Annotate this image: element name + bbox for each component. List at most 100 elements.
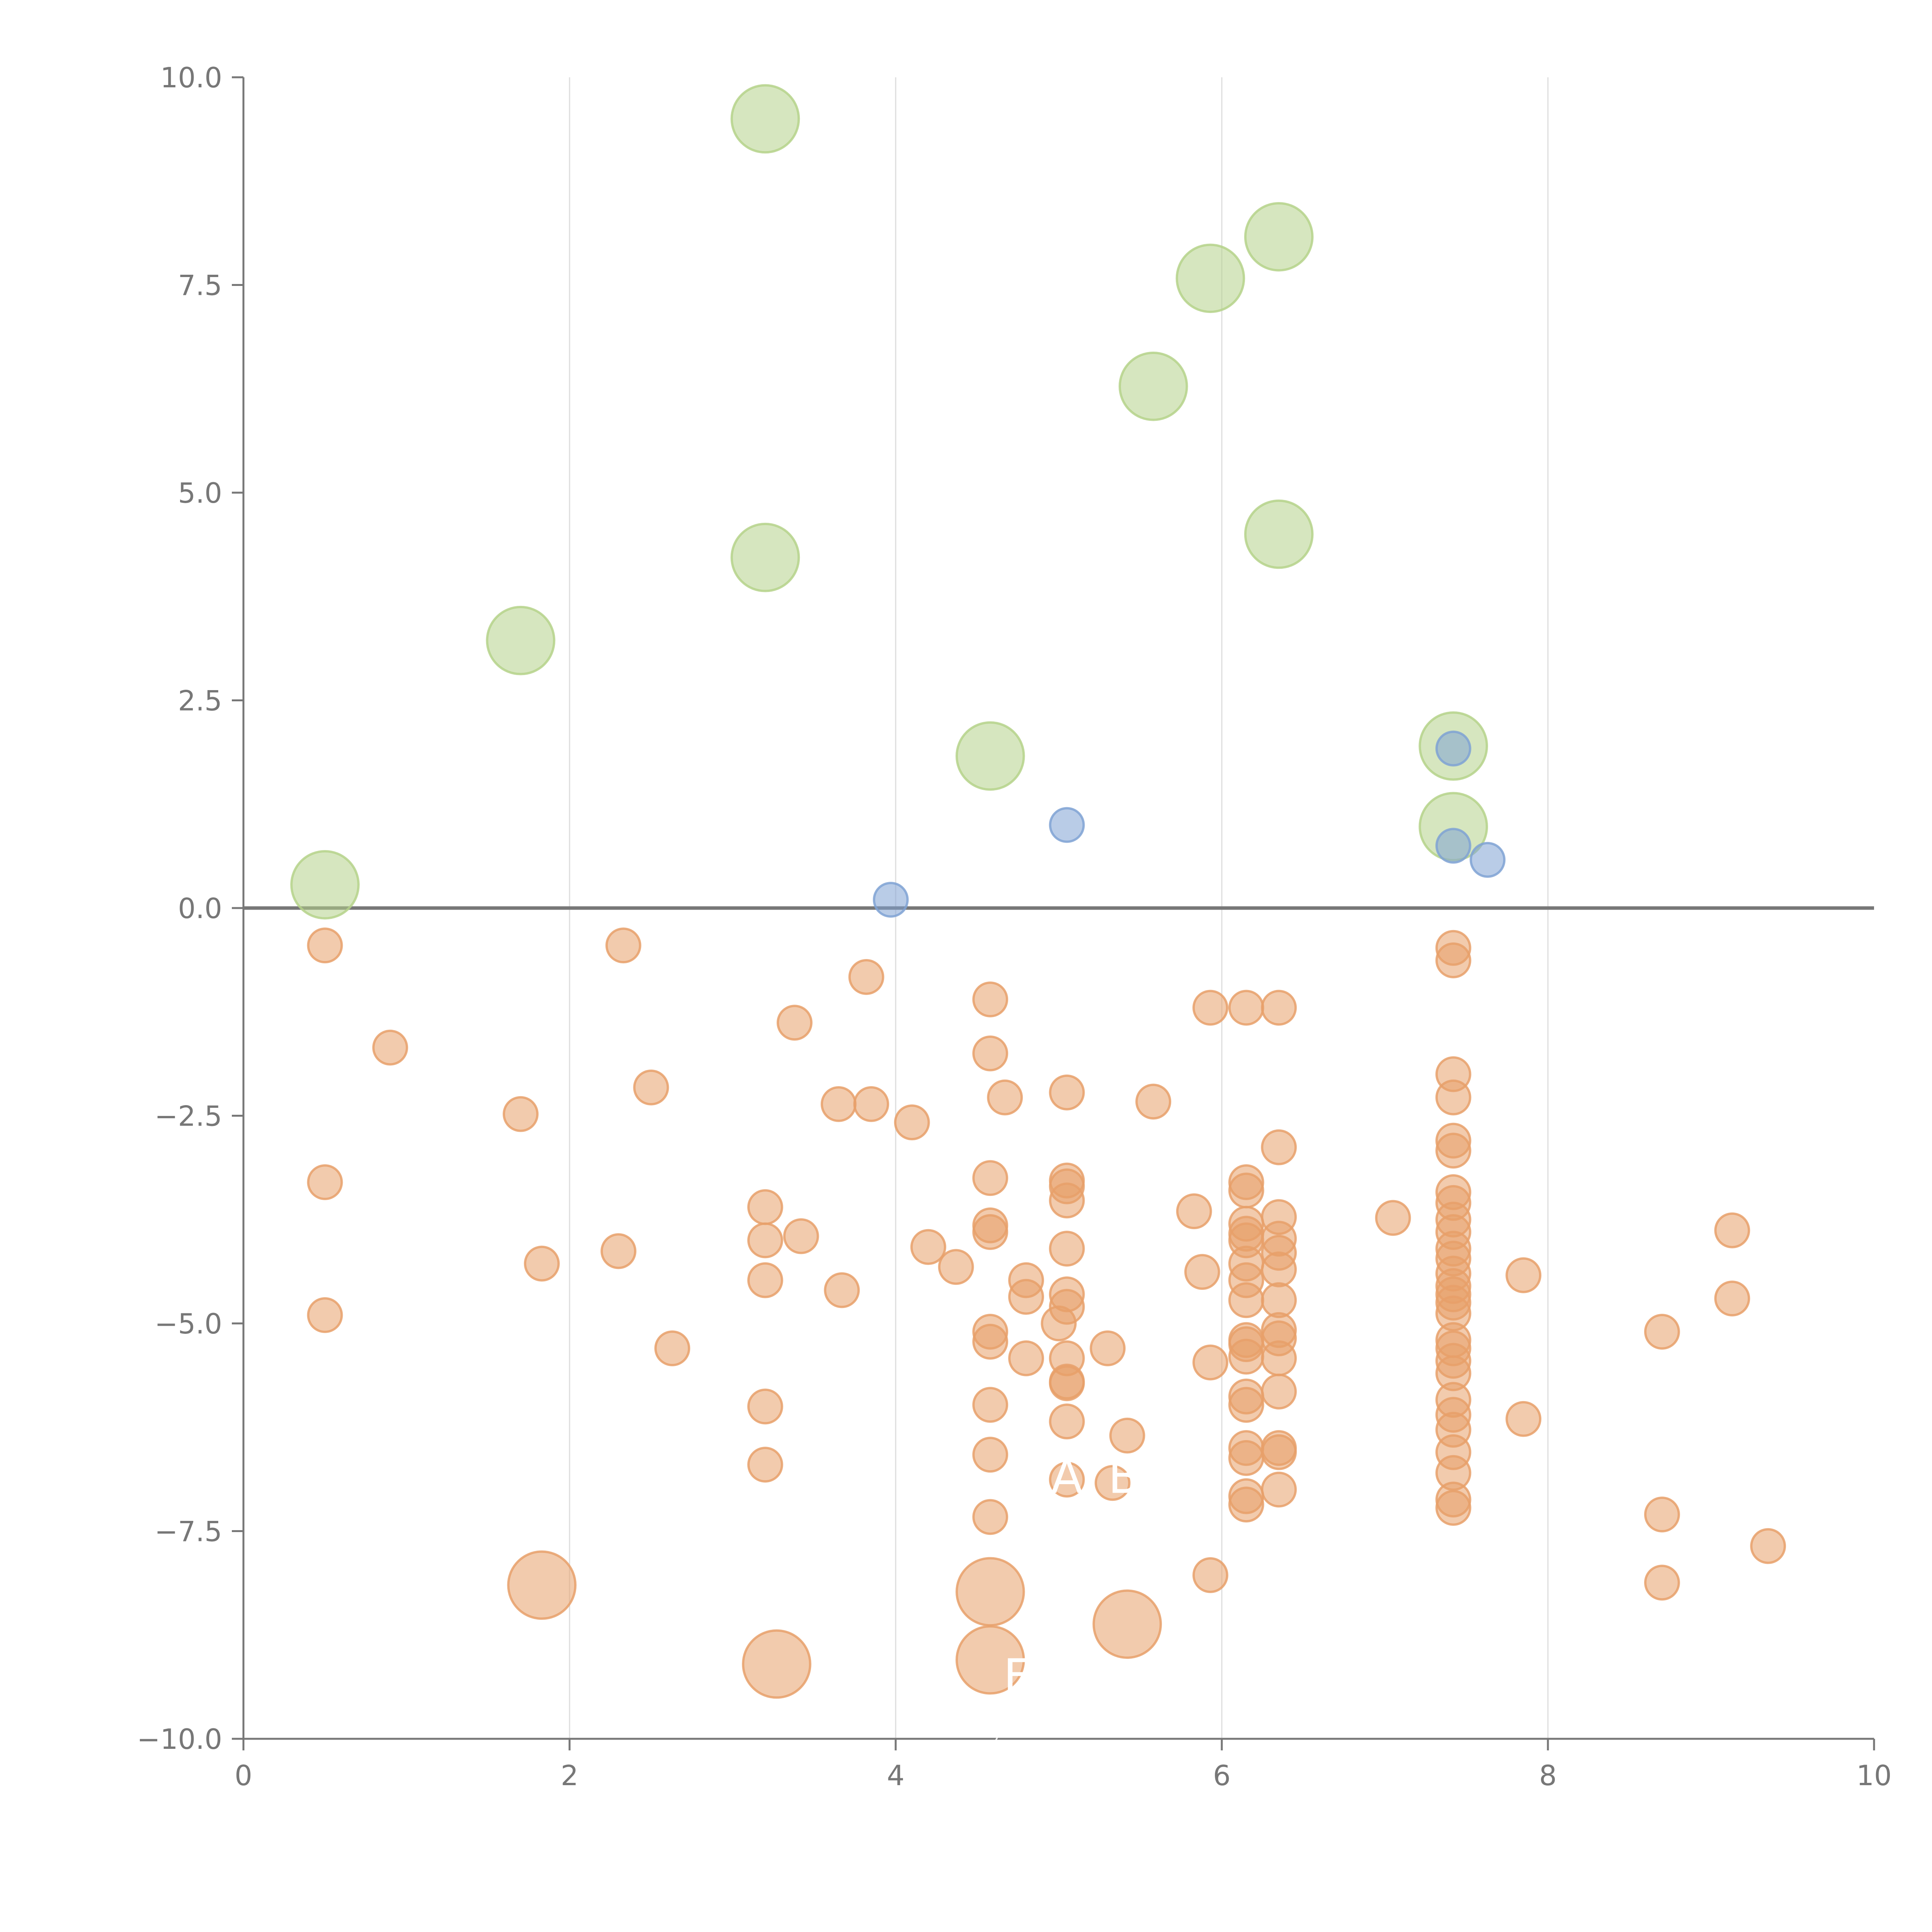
orange-point bbox=[938, 1249, 974, 1285]
y-tick-label: 0.0 bbox=[178, 892, 222, 925]
orange-point bbox=[1644, 1565, 1680, 1601]
orange-point bbox=[307, 927, 343, 964]
x-tick-label: 4 bbox=[887, 1759, 905, 1792]
orange-point bbox=[1049, 1461, 1085, 1498]
orange-point bbox=[848, 959, 884, 995]
orange-point bbox=[1714, 1212, 1750, 1248]
orange-point bbox=[1435, 942, 1471, 978]
orange-point bbox=[972, 1214, 1009, 1250]
orange-point bbox=[1049, 1231, 1085, 1267]
orange-point bbox=[972, 1499, 1009, 1535]
orange-point bbox=[1435, 1490, 1471, 1526]
orange-point bbox=[605, 927, 641, 964]
orange-point bbox=[1228, 990, 1264, 1026]
green-point bbox=[1118, 352, 1188, 421]
orange-point bbox=[1261, 1282, 1297, 1318]
orange-point bbox=[1228, 1486, 1264, 1523]
orange-point bbox=[1192, 990, 1228, 1026]
orange-point bbox=[747, 1222, 783, 1259]
annotation-leader bbox=[990, 1703, 1015, 1751]
orange-point bbox=[1435, 1079, 1471, 1116]
orange-point bbox=[955, 1557, 1025, 1627]
y-tick-label: 7.5 bbox=[178, 269, 222, 302]
orange-point bbox=[987, 1079, 1023, 1116]
orange-point bbox=[824, 1272, 860, 1308]
green-point bbox=[486, 605, 556, 675]
annotation-leader bbox=[1096, 1504, 1121, 1551]
green-point bbox=[730, 522, 800, 592]
orange-point bbox=[747, 1388, 783, 1425]
orange-point bbox=[1008, 1279, 1044, 1315]
y-tick-label: 10.0 bbox=[160, 61, 222, 94]
orange-point bbox=[1714, 1281, 1750, 1316]
orange-point bbox=[1192, 1557, 1228, 1593]
orange-point bbox=[1261, 1340, 1297, 1376]
orange-point bbox=[1092, 1589, 1162, 1659]
orange-point bbox=[1090, 1330, 1126, 1366]
annotation-label: E bbox=[1003, 1650, 1033, 1704]
orange-point bbox=[776, 1005, 813, 1041]
orange-point bbox=[1109, 1417, 1145, 1454]
orange-point bbox=[972, 1387, 1009, 1423]
green-point bbox=[730, 84, 800, 154]
orange-point bbox=[1505, 1401, 1542, 1437]
orange-point bbox=[1184, 1254, 1220, 1290]
orange-point bbox=[372, 1029, 408, 1066]
orange-point bbox=[654, 1330, 690, 1366]
green-point bbox=[1244, 202, 1314, 272]
y-tick-label: −5.0 bbox=[155, 1308, 222, 1340]
orange-point bbox=[972, 1160, 1009, 1196]
orange-point bbox=[1228, 1282, 1264, 1318]
orange-point bbox=[747, 1262, 783, 1298]
orange-point bbox=[1192, 1344, 1228, 1381]
y-tick-label: 2.5 bbox=[178, 685, 222, 717]
x-tick-label: 6 bbox=[1213, 1759, 1231, 1792]
y-tick-label: −10.0 bbox=[137, 1723, 222, 1755]
orange-point bbox=[1644, 1314, 1680, 1350]
blue-point bbox=[1469, 842, 1506, 878]
orange-point bbox=[1008, 1340, 1044, 1376]
orange-point bbox=[1135, 1083, 1172, 1120]
orange-point bbox=[1505, 1257, 1542, 1293]
blue-point bbox=[1049, 807, 1085, 843]
orange-point bbox=[1228, 1172, 1264, 1209]
orange-point bbox=[955, 1625, 1025, 1695]
orange-point bbox=[783, 1218, 819, 1254]
orange-point bbox=[894, 1104, 930, 1141]
orange-point bbox=[820, 1086, 857, 1122]
orange-point bbox=[742, 1629, 811, 1699]
orange-point bbox=[747, 1447, 783, 1483]
annotation-label: A bbox=[1051, 1451, 1083, 1504]
orange-point bbox=[1228, 1338, 1264, 1375]
orange-point bbox=[1261, 1129, 1297, 1165]
orange-point bbox=[1750, 1528, 1786, 1564]
orange-point bbox=[972, 1035, 1009, 1071]
green-point bbox=[1175, 243, 1245, 313]
orange-point bbox=[853, 1086, 889, 1122]
annotation-label: B bbox=[1108, 1451, 1140, 1504]
orange-point bbox=[1041, 1305, 1077, 1342]
orange-point bbox=[1228, 1440, 1264, 1476]
green-point bbox=[1244, 499, 1314, 569]
orange-point bbox=[633, 1070, 669, 1105]
x-tick-label: 0 bbox=[235, 1759, 252, 1792]
orange-point bbox=[507, 1550, 577, 1620]
data-points bbox=[290, 84, 1786, 1699]
orange-point bbox=[972, 1437, 1009, 1473]
y-tick-label: 5.0 bbox=[178, 477, 222, 509]
orange-point bbox=[307, 1297, 343, 1333]
orange-point bbox=[1644, 1497, 1680, 1532]
orange-point bbox=[524, 1245, 560, 1282]
orange-point bbox=[1176, 1193, 1212, 1230]
orange-point bbox=[1261, 1434, 1297, 1470]
orange-point bbox=[1261, 1471, 1297, 1508]
orange-point bbox=[1049, 1182, 1085, 1219]
orange-point bbox=[1049, 1403, 1085, 1440]
orange-point bbox=[307, 1164, 343, 1200]
green-point bbox=[955, 721, 1025, 791]
orange-point bbox=[1049, 1074, 1085, 1111]
blue-point bbox=[1435, 828, 1471, 864]
x-tick-label: 10 bbox=[1856, 1759, 1892, 1792]
orange-point bbox=[503, 1096, 539, 1132]
annotation-leader bbox=[1039, 1504, 1064, 1551]
